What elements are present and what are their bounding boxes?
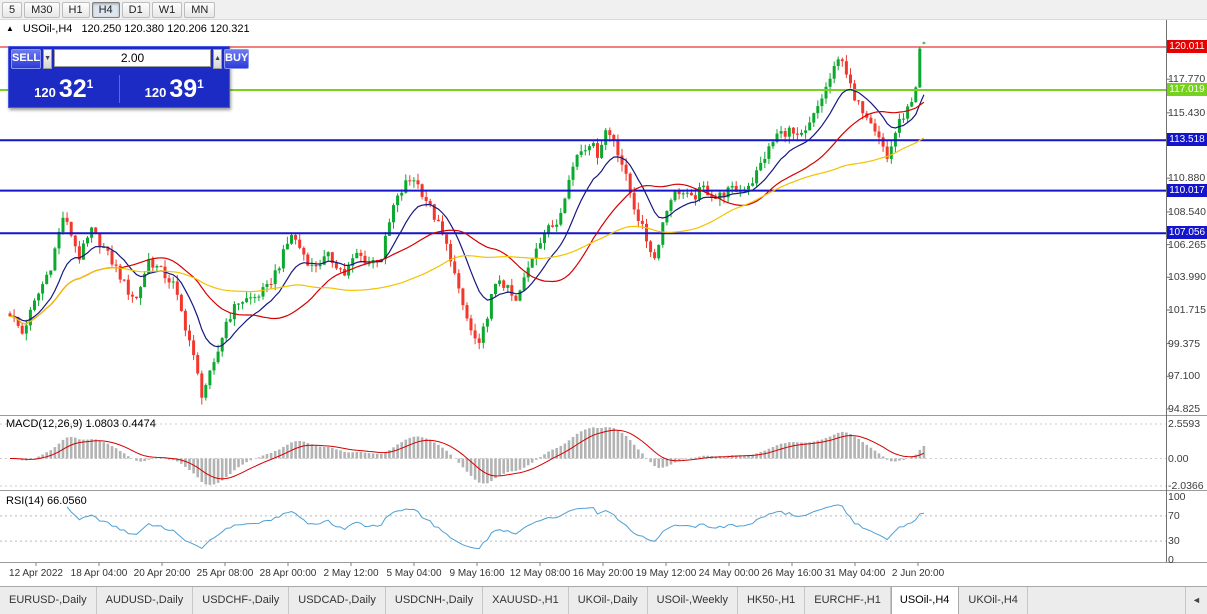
- rsi-axis-label: 100: [1168, 491, 1186, 503]
- time-axis-label: 28 Apr 00:00: [259, 568, 317, 579]
- timeframe-button-h1[interactable]: H1: [61, 1, 90, 18]
- hline-price-badge: 110.017: [1167, 183, 1207, 197]
- rsi-axis-label: 0: [1168, 554, 1174, 566]
- rsi-indicator: [0, 504, 1166, 550]
- time-axis-ticks: [35, 562, 919, 566]
- macd-axis-label: 2.5593: [1168, 417, 1201, 430]
- chart-tab-usoil-h4[interactable]: USOil-,H4: [890, 587, 960, 614]
- macd-axis-label: -2.0366: [1168, 479, 1204, 492]
- hline-price-badge: 113.518: [1167, 133, 1207, 147]
- chart-overlay: ▲ USOil-,H4 120.250 120.380 120.206 120.…: [0, 20, 1207, 586]
- macd-axis-label: 0.00: [1168, 452, 1189, 465]
- chart-area[interactable]: ▲ USOil-,H4 120.250 120.380 120.206 120.…: [0, 20, 1207, 586]
- time-axis-label: 2 Jun 20:00: [891, 568, 945, 579]
- timeframe-button-5[interactable]: 5: [2, 1, 23, 18]
- candlestick-series: [8, 41, 926, 405]
- ohlc-values: 120.250 120.380 120.206 120.321: [81, 23, 250, 35]
- chart-tab-eurusd-daily[interactable]: EURUSD-,Daily: [0, 587, 97, 614]
- triangle-up-icon: ▲: [214, 55, 221, 62]
- timeframe-button-mn[interactable]: MN: [184, 1, 216, 18]
- trade-prices-row: 120 32 1 120 39 1: [9, 71, 229, 107]
- time-axis-label: 20 Apr 20:00: [133, 568, 191, 579]
- timeframe-button-d1[interactable]: D1: [121, 1, 150, 18]
- buy-button[interactable]: BUY: [224, 49, 250, 69]
- chart-tab-usdcnh-daily[interactable]: USDCNH-,Daily: [386, 587, 484, 614]
- buy-price-sup: 1: [197, 77, 204, 91]
- ma-overlays: [9, 88, 925, 348]
- chart-tab-usdchf-daily[interactable]: USDCHF-,Daily: [193, 587, 290, 614]
- price-axis-label: 115.430: [1168, 106, 1206, 119]
- price-axis-label: 99.375: [1168, 337, 1201, 350]
- time-axis-label: 12 Apr 2022: [9, 568, 63, 579]
- price-axis-label: 117.770: [1168, 73, 1206, 86]
- hline-price-badge: 107.056: [1167, 226, 1207, 240]
- chart-tab-hk50-h1[interactable]: HK50-,H1: [738, 587, 806, 614]
- price-axis-label: 110.880: [1168, 172, 1206, 185]
- buy-price[interactable]: 120 39 1: [120, 74, 230, 104]
- timeframe-toolbar: 5 M30 H1 H4 D1 W1 MN: [0, 0, 1207, 20]
- symbol-tab-bar: EURUSD-,Daily AUDUSD-,Daily USDCHF-,Daily U…: [0, 586, 1207, 614]
- chart-canvas[interactable]: [0, 20, 1207, 586]
- time-axis-label: 9 May 16:00: [449, 568, 505, 579]
- price-divider: [118, 75, 120, 103]
- time-axis-label: 18 Apr 04:00: [70, 568, 128, 579]
- chart-tab-eurchf-h1[interactable]: EURCHF-,H1: [805, 587, 891, 614]
- one-click-trade-panel: SELL ▼ ▲ BUY 120 32 1 120 39: [8, 46, 250, 108]
- chart-tab-audusd-daily[interactable]: AUDUSD-,Daily: [97, 587, 194, 614]
- timeframe-button-h4[interactable]: H4: [91, 1, 120, 18]
- macd-indicator-label: MACD(12,26,9) 1.0803 0.4474: [6, 418, 156, 430]
- time-axis-label: 26 May 16:00: [761, 568, 823, 579]
- price-axis-label: 106.265: [1168, 238, 1206, 251]
- hline-price-badge: 117.019: [1167, 83, 1207, 96]
- price-axis-label: 108.540: [1168, 205, 1206, 218]
- rsi-axis-label: 30: [1168, 535, 1180, 548]
- tab-scroll-left-icon[interactable]: ◄: [1185, 587, 1207, 614]
- price-axis-label: 103.990: [1168, 271, 1206, 284]
- time-axis-label: 24 May 00:00: [698, 568, 760, 579]
- volume-input[interactable]: [54, 49, 212, 67]
- price-axis-label: 94.825: [1168, 403, 1201, 415]
- rsi-axis-label: 70: [1168, 509, 1180, 522]
- time-axis-label: 16 May 20:00: [572, 568, 634, 579]
- buy-price-figure: 120: [144, 85, 167, 100]
- sell-price[interactable]: 120 32 1: [9, 74, 119, 104]
- volume-increase-button[interactable]: ▲: [213, 49, 222, 69]
- price-axis-label: 101.715: [1168, 303, 1206, 316]
- symbol-label: USOil-,H4: [22, 23, 73, 35]
- chart-tab-usdcad-daily[interactable]: USDCAD-,Daily: [289, 587, 386, 614]
- time-axis-label: 2 May 12:00: [323, 568, 379, 579]
- collapse-triangle-icon: ▲: [6, 23, 14, 33]
- trade-controls-row: SELL ▼ ▲ BUY: [9, 47, 250, 71]
- sell-price-sup: 1: [86, 77, 94, 91]
- time-axis-label: 5 May 04:00: [386, 568, 442, 579]
- triangle-down-icon: ▼: [44, 55, 52, 62]
- chart-title: ▲ USOil-,H4 120.250 120.380 120.206 120.…: [6, 23, 250, 35]
- chart-tab-ukoil-daily[interactable]: UKOil-,Daily: [569, 587, 648, 614]
- chart-tab-ukoil-h4[interactable]: UKOil-,H4: [959, 587, 1028, 614]
- time-axis-label: 31 May 04:00: [824, 568, 886, 579]
- volume-decrease-button[interactable]: ▼: [43, 49, 53, 69]
- timeframe-button-m30[interactable]: M30: [24, 1, 60, 18]
- hline-price-badge: 120.011: [1167, 40, 1207, 53]
- timeframe-button-w1[interactable]: W1: [151, 1, 183, 18]
- buy-price-pips: 39: [169, 75, 198, 103]
- time-axis-label: 19 May 12:00: [635, 568, 697, 579]
- price-axis-label: 97.100: [1168, 370, 1201, 383]
- time-axis-label: 25 Apr 08:00: [196, 568, 254, 579]
- rsi-indicator-label: RSI(14) 66.0560: [6, 495, 87, 507]
- macd-indicator: [0, 423, 1166, 487]
- sell-button[interactable]: SELL: [11, 49, 42, 69]
- time-axis-label: 12 May 08:00: [509, 568, 571, 579]
- chart-tab-usoil-weekly[interactable]: USOil-,Weekly: [648, 587, 738, 614]
- chart-tab-xauusd-h1[interactable]: XAUUSD-,H1: [483, 587, 569, 614]
- sell-price-figure: 120: [34, 85, 56, 100]
- sell-price-pips: 32: [58, 75, 87, 103]
